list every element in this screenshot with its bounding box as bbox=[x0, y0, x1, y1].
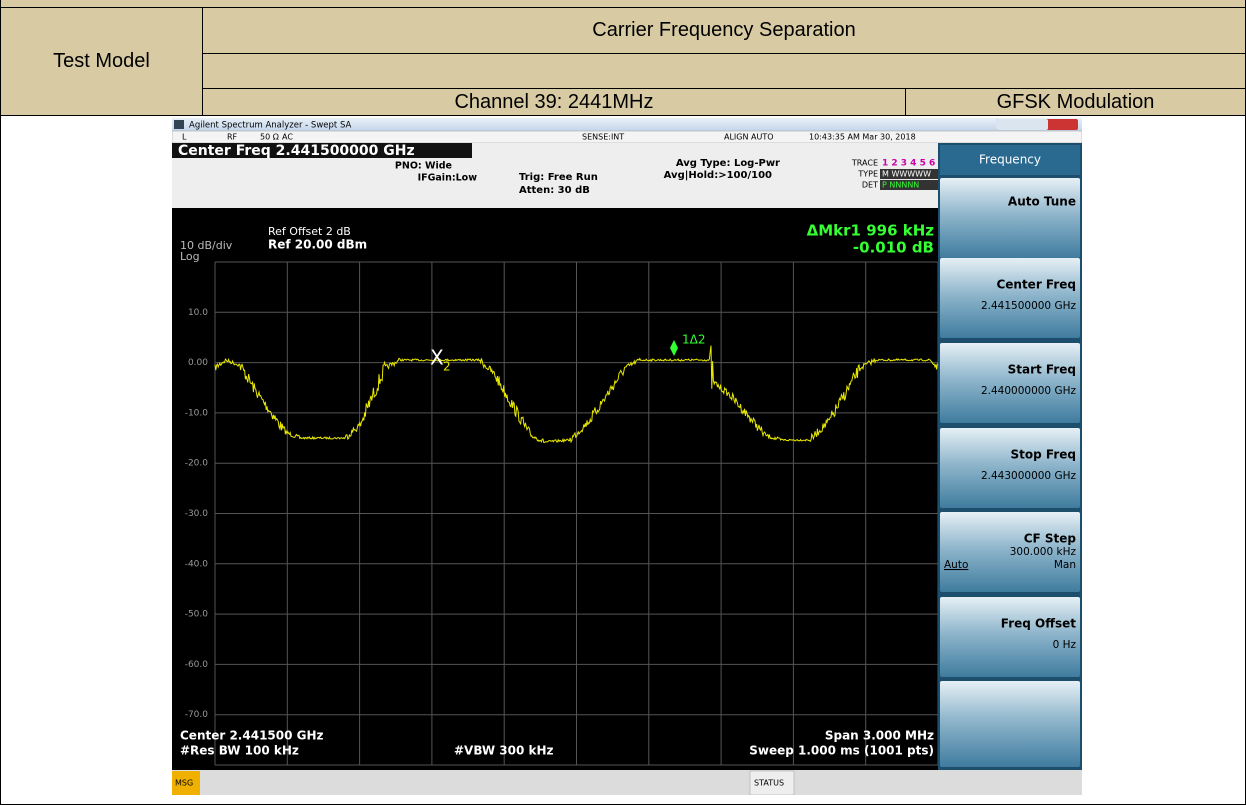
test-model-cell: Test Model bbox=[0, 7, 203, 116]
softkey-value: 2.443000000 GHz bbox=[981, 470, 1077, 482]
status: STATUS bbox=[754, 779, 784, 788]
trace-numbers: 1 2 3 4 5 6 bbox=[882, 159, 935, 169]
empty-cell bbox=[202, 53, 1246, 89]
footer-center: Center 2.441500 GHz bbox=[180, 729, 324, 743]
y-axis-label: -20.0 bbox=[185, 459, 209, 469]
status-row bbox=[172, 130, 1082, 144]
avg-hold: Avg|Hold:>100/100 bbox=[664, 170, 772, 181]
trace-label: TRACE bbox=[851, 159, 878, 168]
status-item: RF bbox=[227, 133, 238, 142]
footer-vbw: #VBW 300 kHz bbox=[454, 744, 553, 758]
plot-area bbox=[172, 208, 938, 770]
center-freq-bar bbox=[172, 143, 472, 158]
softkey-label: Auto Tune bbox=[1008, 195, 1076, 209]
y-axis-label: -30.0 bbox=[185, 509, 209, 519]
softkey bbox=[940, 512, 1080, 592]
det-value: P NNNNN bbox=[882, 181, 919, 190]
center-freq-title: Center Freq 2.441500000 GHz bbox=[178, 143, 415, 159]
ref-offset: Ref Offset 2 dB bbox=[268, 225, 351, 238]
scale: 10 dB/div bbox=[180, 239, 233, 252]
y-axis-label: -70.0 bbox=[185, 710, 209, 720]
footer-span: Span 3.000 MHz bbox=[825, 729, 934, 743]
ifgain: IFGain:Low bbox=[418, 173, 478, 184]
app-icon bbox=[174, 120, 184, 129]
softkey-blank bbox=[940, 681, 1080, 767]
marker-delta-freq: ΔMkr1 996 kHz bbox=[807, 222, 935, 240]
status-item: 10:43:35 AM Mar 30, 2018 bbox=[809, 133, 916, 142]
softkey-value: 300.000 kHz bbox=[1010, 546, 1077, 558]
status-item: ALIGN AUTO bbox=[724, 133, 774, 142]
avg-type: Avg Type: Log-Pwr bbox=[676, 158, 780, 169]
softkey-value: 2.441500000 GHz bbox=[981, 300, 1077, 312]
softkey-label: Stop Freq bbox=[1011, 448, 1076, 462]
atten: Atten: 30 dB bbox=[519, 185, 590, 196]
msg-box bbox=[172, 771, 200, 795]
softkey-option: Man bbox=[1054, 559, 1076, 571]
softkey-label: Center Freq bbox=[996, 278, 1076, 292]
type-label: TYPE bbox=[857, 170, 878, 179]
det-label: DET bbox=[862, 181, 878, 190]
modulation: GFSK Modulation bbox=[996, 90, 1155, 113]
y-axis-label: -60.0 bbox=[185, 660, 209, 670]
softkey-label: Freq Offset bbox=[1001, 617, 1076, 631]
det-box bbox=[880, 180, 938, 190]
status-item: 50 Ω bbox=[260, 133, 279, 142]
softkey-menu-title: Frequency bbox=[979, 153, 1041, 167]
modulation-cell: GFSK Modulation bbox=[905, 88, 1246, 116]
marker-delta-amp: -0.010 dB bbox=[853, 239, 934, 257]
trace bbox=[214, 345, 938, 444]
y-axis-label: 10.0 bbox=[188, 308, 208, 318]
x-marker-number: 2 bbox=[443, 360, 451, 374]
type-box bbox=[880, 169, 938, 179]
marker-diamond bbox=[670, 340, 678, 356]
channel-cell: Channel 39: 2441MHz bbox=[202, 88, 906, 116]
y-axis-label: -10.0 bbox=[185, 408, 209, 418]
status-item: SENSE:INT bbox=[582, 133, 624, 142]
status-item: L bbox=[182, 133, 187, 142]
softkey bbox=[940, 343, 1080, 423]
window-title: Agilent Spectrum Analyzer - Swept SA bbox=[189, 121, 351, 131]
title-cell: Carrier Frequency Separation bbox=[202, 7, 1246, 54]
y-axis-label: 0.00 bbox=[188, 358, 208, 368]
softkey-label: CF Step bbox=[1024, 532, 1077, 546]
y-axis-label: -50.0 bbox=[185, 610, 209, 620]
softkey bbox=[940, 178, 1080, 258]
window-buttons-min-max bbox=[996, 119, 1048, 130]
title: Carrier Frequency Separation bbox=[592, 19, 856, 41]
softkey bbox=[940, 428, 1080, 508]
type-value: M WWWWW bbox=[882, 170, 931, 179]
x-marker: X bbox=[430, 346, 444, 370]
log: Log bbox=[180, 250, 200, 263]
softkeys: Auto Tune Center Freq 2.441500000 GHz Start… bbox=[940, 178, 1080, 767]
ref-level: Ref 20.00 dBm bbox=[268, 238, 367, 252]
pno: PNO: Wide bbox=[395, 161, 452, 172]
message-bar bbox=[172, 770, 1082, 795]
softkey-value: 2.440000000 GHz bbox=[981, 385, 1077, 397]
marker-label: 1Δ2 bbox=[682, 333, 705, 347]
softkey bbox=[940, 258, 1080, 338]
footer-res-bw: #Res BW 100 kHz bbox=[180, 744, 299, 758]
y-axis-label: -40.0 bbox=[185, 559, 209, 569]
softkey-menu-header bbox=[940, 145, 1080, 175]
test-model: Test Model bbox=[53, 50, 150, 72]
msg: MSG bbox=[175, 779, 193, 788]
channel: Channel 39: 2441MHz bbox=[454, 90, 654, 113]
footer-sweep: Sweep 1.000 ms (1001 pts) bbox=[749, 744, 934, 758]
softkey-label: Start Freq bbox=[1008, 363, 1076, 377]
trig: Trig: Free Run bbox=[519, 172, 598, 183]
softkey bbox=[940, 597, 1080, 677]
status-box bbox=[749, 770, 795, 795]
softkey-value: 0 Hz bbox=[1053, 639, 1077, 651]
softkey-option: Auto bbox=[944, 559, 968, 571]
graticule bbox=[214, 261, 939, 766]
status-item: AC bbox=[282, 133, 293, 142]
title-bar bbox=[172, 118, 1082, 131]
analyzer-screenshot: Agilent Spectrum Analyzer - Swept SA Cen… bbox=[172, 118, 1082, 795]
